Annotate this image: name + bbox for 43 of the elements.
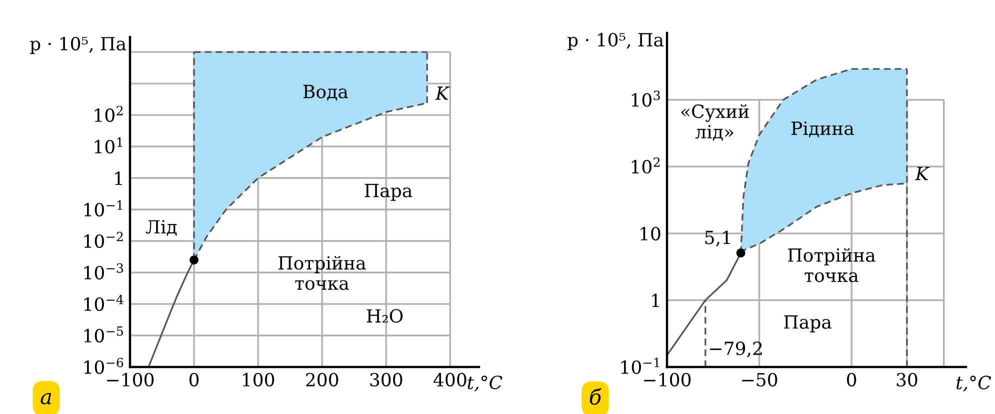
x-tick-label: 100: [243, 372, 274, 387]
annotation: Пара: [364, 184, 412, 201]
y-tick-label: 10$^{−4}$: [84, 294, 124, 311]
annotation: «Сухий лід»: [681, 104, 749, 141]
text: а: [40, 392, 52, 404]
y-tick-label: 10$^{2}$: [632, 157, 660, 174]
y-tick-label: 10$^{3}$: [632, 90, 660, 107]
x-tick-label: 30: [896, 372, 918, 387]
y-tick-label: 10$^{−3}$: [84, 263, 124, 280]
annotation: K: [915, 166, 930, 180]
y-tick-label: 10$^{−1}$: [84, 200, 122, 216]
y-tick-label: 10$^{−6}$: [84, 358, 124, 374]
annotation: Лід: [146, 220, 177, 236]
annotation: Потрійна точка: [788, 248, 876, 282]
y-tick-label: 10$^{2}$: [94, 106, 123, 122]
y-tick-label: 10$^{−5}$: [84, 326, 123, 343]
y-tick-label: 10$^{1}$: [94, 137, 122, 154]
text: б: [590, 388, 602, 405]
annotation: Рідина: [792, 122, 854, 138]
x-tick-label: −100: [107, 372, 154, 387]
x-tick-label: 0: [189, 372, 199, 387]
x-axis-title: t,°C: [956, 376, 992, 392]
x-tick-label: 300: [370, 372, 402, 387]
y-tick-label: 10$^{−1}$: [621, 358, 660, 374]
annotation: Пара: [784, 315, 832, 332]
y-tick-label: 1: [652, 294, 659, 308]
y-tick-label: 1: [115, 171, 122, 185]
annotation: −79,2: [710, 342, 762, 358]
y-tick-label: 10$^{−2}$: [84, 232, 123, 248]
x-tick-label: 400: [434, 372, 466, 387]
y-axis-title: p · 10⁵, Па: [30, 36, 126, 54]
annotation: K: [435, 86, 450, 100]
annotation: H₂O: [366, 309, 403, 323]
annotation: Вода: [303, 84, 348, 101]
x-tick-label: 0: [847, 372, 856, 387]
x-tick-label: −50: [742, 372, 778, 387]
y-tick-label: 10: [640, 226, 660, 241]
x-tick-label: 200: [306, 372, 338, 387]
x-tick-label: −100: [644, 372, 691, 387]
annotation: Потрійна точка: [278, 256, 366, 290]
y-axis-title: p · 10⁵, Па: [568, 32, 664, 50]
annotation: 5,1: [705, 230, 730, 246]
x-axis-title: t,°C: [468, 376, 502, 392]
